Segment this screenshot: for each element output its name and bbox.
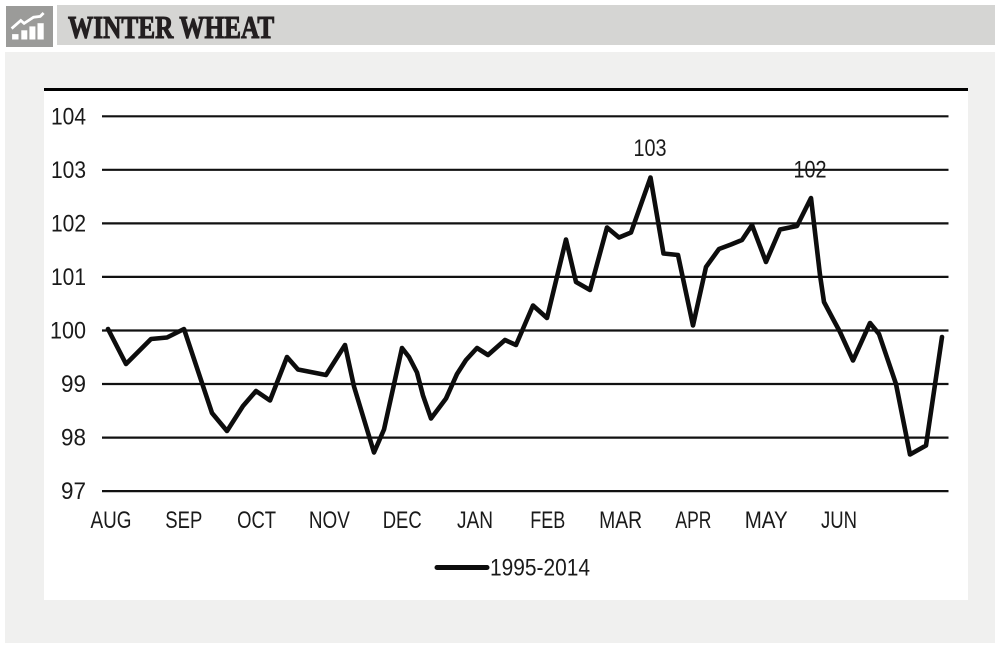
svg-text:FEB: FEB	[530, 507, 565, 534]
svg-text:OCT: OCT	[237, 507, 276, 534]
svg-text:102: 102	[794, 157, 827, 184]
svg-text:AUG: AUG	[91, 507, 132, 534]
svg-text:APR: APR	[675, 507, 711, 534]
svg-text:JAN: JAN	[457, 507, 493, 534]
svg-text:NOV: NOV	[309, 507, 350, 534]
svg-text:DEC: DEC	[383, 507, 422, 534]
svg-text:103: 103	[634, 135, 667, 162]
svg-text:99: 99	[61, 371, 86, 398]
svg-text:JUN: JUN	[821, 507, 857, 534]
svg-text:1995-2014: 1995-2014	[490, 555, 590, 582]
svg-text:101: 101	[51, 264, 86, 291]
svg-text:MAR: MAR	[599, 507, 642, 534]
svg-text:100: 100	[50, 318, 86, 345]
svg-text:103: 103	[51, 157, 86, 184]
svg-text:97: 97	[61, 478, 86, 505]
svg-text:98: 98	[61, 425, 86, 452]
svg-text:102: 102	[51, 210, 86, 237]
svg-text:104: 104	[51, 103, 86, 130]
svg-text:SEP: SEP	[165, 507, 202, 534]
svg-text:MAY: MAY	[745, 507, 788, 534]
